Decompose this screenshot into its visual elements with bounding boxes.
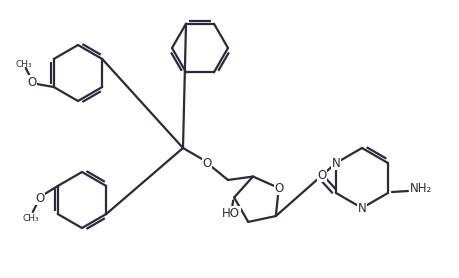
Text: O: O — [274, 182, 283, 195]
Text: HO: HO — [222, 207, 240, 220]
Text: N: N — [357, 202, 365, 215]
Text: O: O — [27, 76, 36, 88]
Text: O: O — [202, 157, 211, 170]
Text: NH₂: NH₂ — [409, 182, 431, 195]
Text: O: O — [317, 168, 326, 182]
Text: N: N — [331, 157, 340, 170]
Text: CH₃: CH₃ — [16, 59, 32, 68]
Text: CH₃: CH₃ — [22, 214, 39, 222]
Text: O: O — [35, 192, 44, 205]
